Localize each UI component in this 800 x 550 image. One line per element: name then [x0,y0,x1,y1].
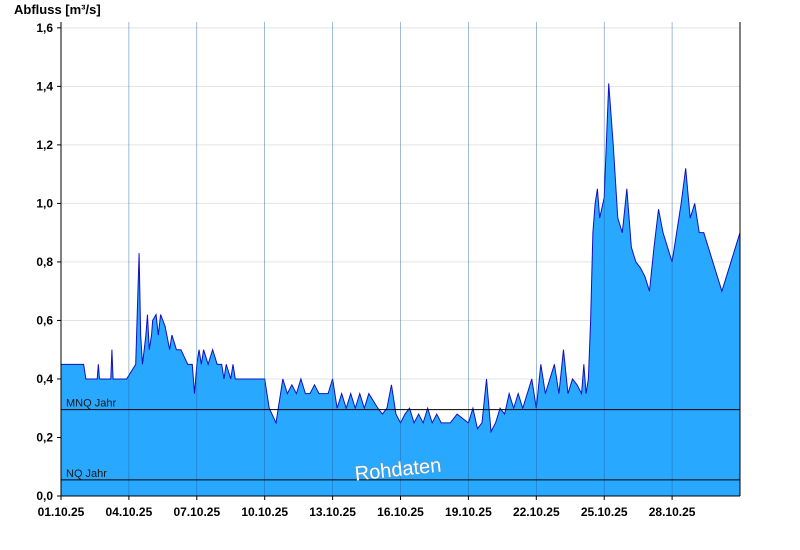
reference-line-label: MNQ Jahr [66,398,116,410]
x-tick-label: 22.10.25 [513,505,560,519]
y-tick-label: 1,0 [36,196,53,210]
x-tick-label: 07.10.25 [173,505,220,519]
vertical-grid-lines [128,22,673,496]
x-tick-label: 19.10.25 [445,505,492,519]
discharge-line [60,83,741,434]
y-tick-label: 1,6 [36,21,53,35]
x-tick-label: 01.10.25 [38,505,85,519]
reference-lines: MNQ Jahr NQ Jahr [61,398,740,481]
raw-data-watermark: Rohdaten [354,455,443,486]
y-tick-label: 0,2 [36,430,53,444]
discharge-area [61,83,740,496]
x-axis-ticks: 01.10.25 04.10.25 07.10.25 10.10.25 13.10.25… [38,496,696,519]
x-tick-label: 16.10.25 [377,505,424,519]
y-tick-label: 0,8 [36,255,53,269]
x-tick-label: 04.10.25 [106,505,153,519]
y-axis-title: Abfluss [m³/s] [14,2,101,17]
x-tick-label: 10.10.25 [241,505,288,519]
y-tick-label: 1,2 [36,138,53,152]
x-tick-label: 13.10.25 [309,505,356,519]
y-axis-ticks: 0,0 0,2 0,4 0,6 0,8 1,0 1,2 1,4 1,6 [36,21,61,503]
reference-line-label: NQ Jahr [66,468,107,480]
x-tick-label: 28.10.25 [649,505,696,519]
y-tick-label: 0,4 [36,372,53,386]
y-tick-label: 1,4 [36,79,53,93]
y-tick-label: 0,6 [36,313,53,327]
y-tick-label: 0,0 [36,489,53,503]
x-tick-label: 25.10.25 [581,505,628,519]
